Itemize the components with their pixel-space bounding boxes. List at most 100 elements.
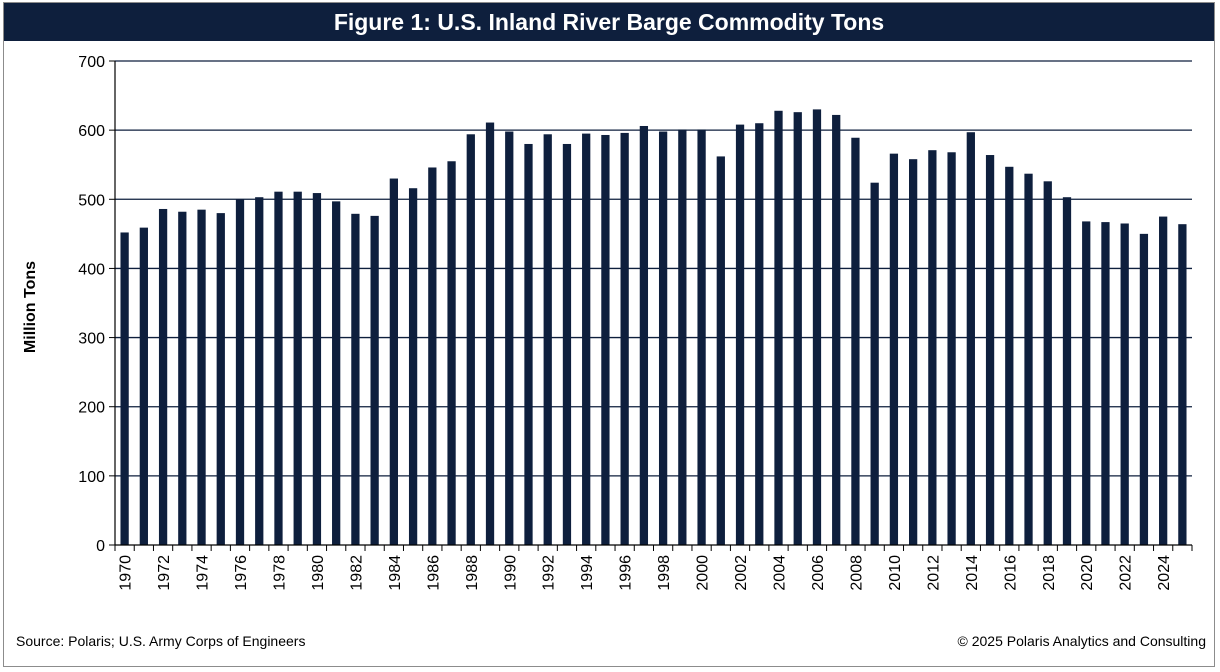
bar-2001 <box>716 156 725 546</box>
axes <box>114 61 1193 551</box>
bar-2005 <box>793 112 802 546</box>
x-tick-label: 1998 <box>656 555 673 591</box>
bar-2008 <box>851 137 860 545</box>
x-tick-label: 1978 <box>271 555 288 591</box>
bar-2025 <box>1178 224 1187 545</box>
x-tick-label: 1972 <box>156 555 173 591</box>
x-tick-label: 1988 <box>464 555 481 591</box>
bar-2021 <box>1101 222 1110 545</box>
x-tick-label: 1974 <box>195 555 212 591</box>
bar-2000 <box>697 129 706 545</box>
x-tick-label: 1990 <box>502 555 519 591</box>
bar-2002 <box>735 124 745 546</box>
bar-1987 <box>447 161 456 545</box>
bar-1997 <box>639 125 649 546</box>
bar-2009 <box>870 182 879 545</box>
bar-2006 <box>812 109 822 546</box>
bar-1984 <box>389 178 398 546</box>
bar-1989 <box>485 122 495 545</box>
x-tick-label: 2016 <box>1002 555 1019 591</box>
y-tick-label: 700 <box>78 54 105 71</box>
chart-title: Figure 1: U.S. Inland River Barge Commod… <box>4 3 1214 41</box>
y-tick-label: 400 <box>78 261 105 278</box>
x-tick-label: 2024 <box>1156 555 1173 591</box>
bars <box>120 109 1187 546</box>
bar-2024 <box>1159 216 1168 545</box>
x-tick-label: 1980 <box>310 555 327 591</box>
y-tick-label: 200 <box>78 400 105 417</box>
bar-1976 <box>235 199 245 546</box>
bar-2010 <box>889 153 899 545</box>
bar-2012 <box>928 150 937 545</box>
bar-1970 <box>120 232 129 545</box>
x-tick-label: 2012 <box>925 555 942 591</box>
y-tick-label: 300 <box>78 331 105 348</box>
bar-2020 <box>1082 221 1091 545</box>
bar-1988 <box>466 134 475 546</box>
x-tick-label: 2022 <box>1118 555 1135 591</box>
bar-2017 <box>1024 173 1033 545</box>
bar-1977 <box>255 197 264 545</box>
bar-2018 <box>1043 181 1052 545</box>
x-tick-label: 1996 <box>618 555 635 591</box>
x-tick-label: 1976 <box>233 555 250 591</box>
bar-1973 <box>178 211 187 546</box>
bar-2019 <box>1062 197 1072 545</box>
x-tick-label: 2020 <box>1079 555 1096 591</box>
copyright-note: © 2025 Polaris Analytics and Consulting <box>957 633 1206 649</box>
bar-2013 <box>947 152 956 545</box>
bar-1974 <box>197 209 206 545</box>
bar-2007 <box>832 114 841 546</box>
bar-2023 <box>1139 233 1149 546</box>
bar-1995 <box>601 134 610 546</box>
bar-1998 <box>658 131 668 545</box>
y-tick-label: 600 <box>78 123 105 140</box>
bar-2015 <box>985 155 995 545</box>
bar-1975 <box>216 213 225 546</box>
bar-1980 <box>312 193 322 545</box>
bar-2003 <box>755 123 764 545</box>
x-tick-label: 2018 <box>1041 555 1058 591</box>
bar-1992 <box>543 134 552 546</box>
x-tick-label: 2004 <box>772 555 789 591</box>
x-tick-label: 2014 <box>964 555 981 591</box>
bar-1991 <box>524 143 533 545</box>
x-tick-label: 1992 <box>541 555 558 591</box>
bar-1971 <box>139 227 148 545</box>
x-tick-label: 1994 <box>579 555 596 591</box>
bar-1978 <box>274 191 283 545</box>
y-tick-labels: 0 100 200 300 400 500 600 700 <box>78 54 105 555</box>
bar-1979 <box>293 191 302 545</box>
bar-1983 <box>370 215 379 545</box>
bar-1981 <box>332 201 341 546</box>
bar-2011 <box>909 159 918 545</box>
y-tick-label: 500 <box>78 192 105 209</box>
bar-2022 <box>1120 223 1129 546</box>
bar-1990 <box>505 131 514 545</box>
x-tick-label: 2000 <box>695 555 712 591</box>
x-tick-labels: 1970 1972 1974 1976 1978 1980 1982 1984 1986 1988… <box>118 555 1174 591</box>
bar-1996 <box>620 132 629 545</box>
x-tick-label: 2010 <box>887 555 904 591</box>
bar-1986 <box>428 167 437 546</box>
y-tick-label: 100 <box>78 469 105 486</box>
x-tick-label: 1986 <box>425 555 442 591</box>
bar-1972 <box>158 208 168 545</box>
bar-2004 <box>774 110 783 545</box>
x-tick-label: 2008 <box>848 555 865 591</box>
bar-1994 <box>582 133 591 545</box>
bar-1982 <box>351 213 360 545</box>
x-tick-label: 1984 <box>387 555 404 591</box>
bar-1999 <box>678 129 687 545</box>
bar-2014 <box>966 132 975 545</box>
x-tick-label: 2006 <box>810 555 827 591</box>
source-note: Source: Polaris; U.S. Army Corps of Engi… <box>16 633 306 649</box>
x-tick-label: 2002 <box>733 555 750 591</box>
bar-1985 <box>408 188 418 545</box>
x-tick-label: 1970 <box>118 555 135 591</box>
x-tick-label: 1982 <box>348 555 365 591</box>
bar-2016 <box>1005 166 1014 546</box>
bar-1993 <box>562 143 572 545</box>
y-tick-label: 0 <box>96 538 105 555</box>
